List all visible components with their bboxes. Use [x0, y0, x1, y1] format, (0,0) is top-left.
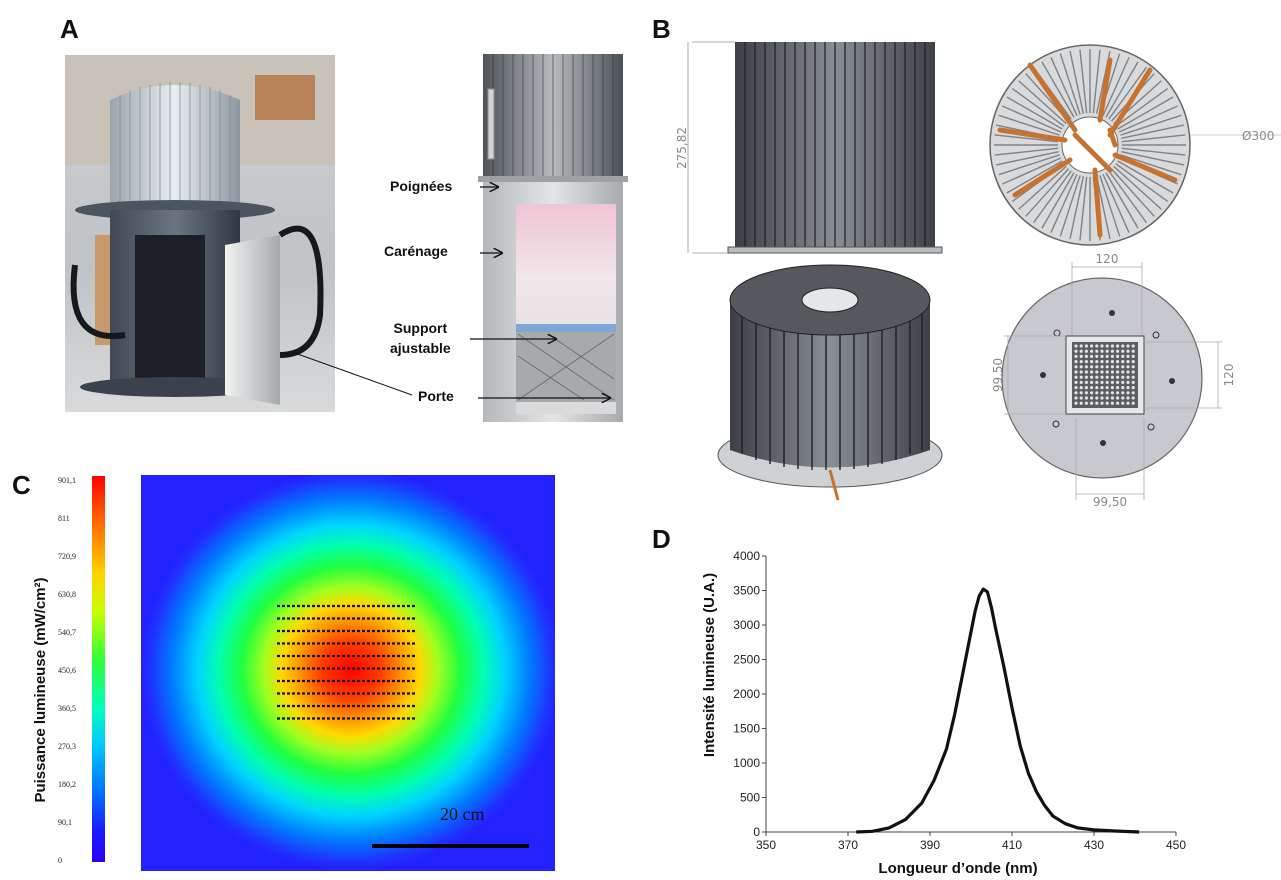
y-tick-label: 4000 [733, 549, 760, 563]
colorbar-tick-label: 360,5 [58, 704, 76, 713]
x-tick-label: 450 [1166, 838, 1186, 852]
emission-spectrum-chart: 350 370 390 410 430 450 0 500 1000 1500 2000 2500 30… [701, 549, 1186, 877]
dim-array-width: 99,50 [1093, 495, 1127, 509]
x-tick-label: 410 [1002, 838, 1022, 852]
colorbar-tick-label: 180,2 [58, 780, 76, 789]
label-support: Support ajustable [390, 318, 451, 358]
heatsink-top-view [989, 44, 1281, 246]
x-tick-label: 390 [920, 838, 940, 852]
y-tick-label: 1000 [733, 756, 760, 770]
heatsink-drawings: 275,82 Ø300 [675, 41, 1281, 509]
leader-door-photo [291, 351, 413, 396]
dim-plate-height: 120 [1222, 364, 1236, 387]
panel-label-d: D [652, 524, 671, 554]
heatsink-iso-view [717, 264, 943, 501]
irradiance-colorbar-title: Puissance lumineuse (mW/cm²) [32, 577, 49, 802]
colorbar-tick-label: 720,9 [58, 552, 76, 561]
colorbar-ticks: 901,1 811 720,9 630,8 540,7 450,6 360,5 270,3 18… [58, 476, 76, 865]
colorbar-tick-label: 901,1 [58, 476, 76, 485]
x-tick-label: 430 [1084, 838, 1104, 852]
colorbar-tick-label: 450,6 [58, 666, 76, 675]
spectrum-line [856, 587, 1140, 834]
colorbar-tick-label: 90,1 [58, 818, 72, 827]
scale-bar-label: 20 cm [440, 804, 485, 824]
irradiance-colorbar [92, 476, 105, 862]
x-axis-title: Longueur d’onde (nm) [878, 860, 1037, 877]
device-photo [65, 55, 335, 412]
colorbar-tick-label: 0 [58, 856, 62, 865]
y-tick-label: 3000 [733, 618, 760, 632]
y-tick-label: 2500 [733, 653, 760, 667]
label-handles: Poignées [390, 178, 453, 194]
heatsink-bottom-view [1001, 262, 1222, 500]
dim-plate-width: 120 [1096, 252, 1119, 266]
irradiance-map [141, 475, 555, 871]
panel-label-c: C [12, 470, 31, 500]
x-tick-label: 370 [838, 838, 858, 852]
label-door: Porte [418, 388, 454, 404]
colorbar-title: Puissance lumineuse (mW/cm²) [32, 577, 49, 802]
scale-bar [372, 844, 529, 848]
y-tick-label: 2000 [733, 687, 760, 701]
dim-array-height: 99,50 [991, 358, 1005, 392]
led-positions [277, 604, 416, 720]
colorbar-tick-label: 270,3 [58, 742, 76, 751]
y-axis-title: Intensité lumineuse (U.A.) [701, 573, 718, 757]
colorbar-tick-label: 811 [58, 514, 70, 523]
panel-label-b: B [652, 14, 671, 44]
label-housing: Carénage [384, 243, 448, 259]
device-render [478, 44, 628, 430]
y-tick-label: 0 [753, 825, 760, 839]
panel-a-arrows [291, 0, 640, 430]
label-support-line2: ajustable [390, 340, 451, 356]
y-tick-label: 1500 [733, 722, 760, 736]
x-tick-label: 350 [756, 838, 776, 852]
colorbar-tick-label: 540,7 [58, 628, 76, 637]
dim-diameter: Ø300 [1242, 129, 1274, 143]
y-tick-label: 500 [740, 791, 760, 805]
heatsink-side-view [687, 41, 943, 254]
panel-label-a: A [60, 14, 79, 44]
y-tick-label: 3500 [733, 584, 760, 598]
label-support-line1: Support [393, 320, 448, 336]
colorbar-tick-label: 630,8 [58, 590, 76, 599]
dim-height: 275,82 [675, 127, 689, 169]
